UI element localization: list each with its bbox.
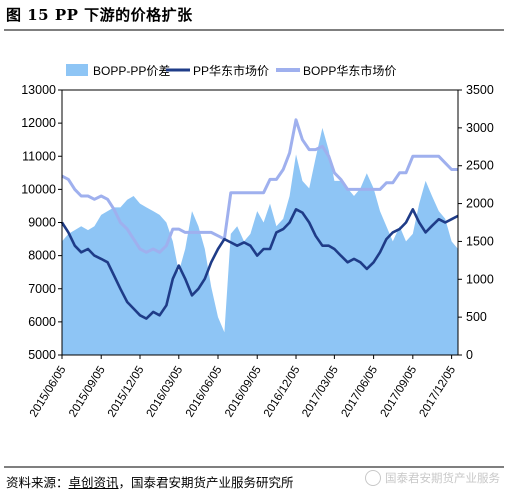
legend-label: PP华东市场价 [193, 63, 269, 78]
left-tick-label: 5000 [28, 348, 56, 362]
x-tick-label: 2017/03/05 [300, 364, 341, 419]
source-highlight: 卓创资讯 [68, 475, 119, 490]
left-tick-label: 6000 [28, 315, 56, 329]
right-tick-label: 2000 [466, 197, 494, 211]
x-tick-label: 2017/09/05 [379, 364, 420, 419]
left-tick-label: 11000 [22, 149, 56, 163]
footer-divider [4, 466, 504, 468]
source-label: 资料来源： [6, 475, 69, 490]
watermark: 国泰君安期货产业服务 [365, 470, 500, 486]
watermark-logo-icon [365, 470, 381, 486]
right-tick-label: 2500 [466, 159, 494, 173]
x-tick-label: 2016/03/05 [145, 364, 186, 419]
legend-swatch-spread [66, 64, 88, 76]
left-tick-label: 7000 [28, 282, 56, 296]
left-tick-label: 12000 [21, 116, 56, 130]
source-rest: ，国泰君安期货产业服务研究所 [118, 475, 294, 490]
series-line-pp-price [60, 208, 459, 320]
legend-label: BOPP华东市场价 [303, 63, 396, 78]
right-tick-label: 1000 [466, 272, 494, 286]
series-line-bopp-price [61, 118, 458, 254]
x-tick-label: 2015/12/05 [106, 364, 147, 419]
right-tick-label: 0 [466, 348, 473, 362]
left-tick-label: 9000 [28, 216, 56, 230]
title-divider [4, 29, 504, 31]
figure-title: 图 15 PP 下游的价格扩张 [6, 6, 193, 24]
watermark-text: 国泰君安期货产业服务 [385, 471, 500, 485]
series-area-bopp-pp-spread [62, 127, 458, 356]
right-tick-label: 1500 [466, 234, 494, 248]
right-tick-label: 3500 [466, 83, 494, 97]
x-tick-label: 2016/12/05 [262, 364, 303, 419]
x-tick-label: 2017/06/05 [339, 364, 380, 419]
left-tick-label: 8000 [28, 249, 56, 263]
legend-label: BOPP-PP价差 [93, 64, 170, 78]
source-note: 资料来源：卓创资讯，国泰君安期货产业服务研究所 [6, 472, 294, 491]
left-tick-label: 13000 [21, 83, 56, 97]
x-tick-label: 2016/06/05 [184, 364, 225, 419]
left-tick-label: 10000 [21, 182, 56, 196]
chart: 5000600070008000900010000110001200013000… [21, 63, 494, 419]
x-tick-label: 2017/12/05 [417, 364, 458, 419]
right-tick-label: 3000 [466, 121, 494, 135]
right-tick-label: 500 [466, 310, 487, 324]
plot-area: 5000600070008000900010000110001200013000… [21, 63, 494, 419]
x-tick-label: 2016/09/05 [223, 364, 264, 419]
x-tick-label: 2015/06/05 [28, 364, 69, 419]
x-tick-label: 2015/09/05 [67, 364, 108, 419]
